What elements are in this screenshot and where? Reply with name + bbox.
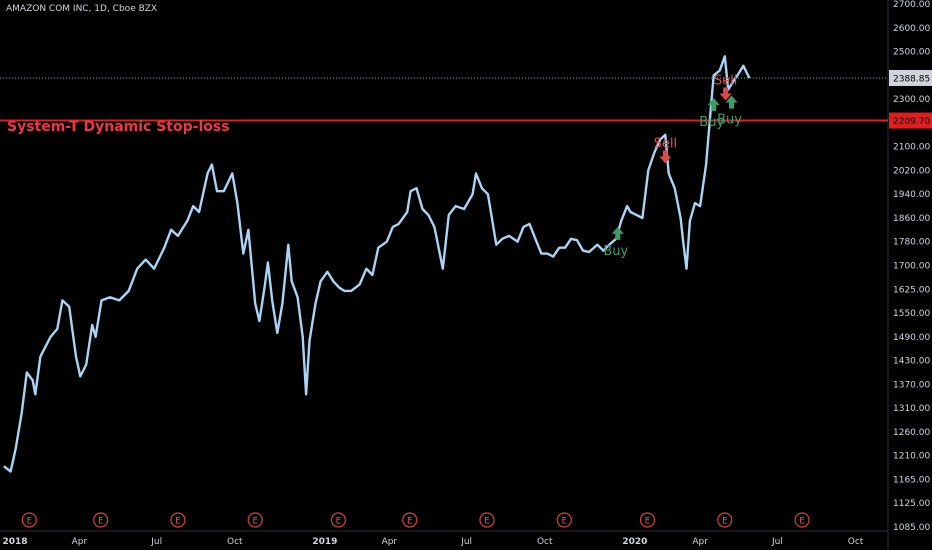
time-axis[interactable]: 2018 Apr Jul Oct 2019 Apr Jul Oct 2020 Apr Jul Oct [2,537,863,547]
y-tick-label: 1860.00 [893,214,930,224]
y-tick-label: 1210.00 [893,452,930,462]
x-tick-label: Oct [227,537,243,547]
symbol-info[interactable]: AMAZON COM INC, 1D, Cboe BZX [6,4,158,14]
price-axis-tags: 2388.85 2209.70 [889,69,932,129]
x-tick-label: 2018 [2,537,27,547]
earnings-marker-label: E [336,517,341,527]
earnings-marker-label: E [27,517,32,527]
y-tick-label: 1430.00 [893,357,930,367]
y-tick-label: 1260.00 [893,428,930,438]
y-tick-label: 1550.00 [893,309,930,319]
x-tick-label: Oct [537,537,553,547]
earnings-marker-label: E [799,517,804,527]
x-tick-label: Apr [72,537,88,547]
earnings-marker [247,512,263,528]
earnings-marker-label: E [562,517,567,527]
earnings-marker [717,512,733,528]
y-tick-label: 2100.00 [893,143,930,153]
x-tick-label: Jul [150,537,162,547]
buy-signal-label: Buy [717,113,742,128]
earnings-marker-label: E [645,517,650,527]
buy-arrow-icon [611,226,624,240]
x-tick-label: Oct [848,537,864,547]
x-tick-label: Jul [460,537,472,547]
y-tick-label: 1085.00 [893,523,930,533]
earnings-marker [794,512,810,528]
trade-signals: Buy Sell Buy Sell Buy [603,74,742,259]
current-price-tag [889,69,932,86]
earnings-marker [556,512,572,528]
x-tick-label: Apr [692,537,708,547]
earnings-marker [330,512,347,528]
x-tick-label: Apr [382,537,398,547]
strategy-label: System-T Dynamic Stop-loss [7,119,230,135]
buy-arrow-icon [725,95,738,109]
x-tick-label: Jul [771,537,783,547]
sell-signal-label: Sell [714,74,737,89]
y-tick-label: 1165.00 [893,475,930,485]
y-tick-label: 2700.00 [893,0,930,10]
earnings-marker [479,512,495,528]
y-tick-label: 1780.00 [893,238,930,248]
y-tick-label: 1940.00 [893,190,930,200]
sell-signal-label: Sell [654,137,677,152]
earnings-marker [93,512,109,528]
y-tick-label: 1625.00 [893,285,930,295]
buy-signal-label: Buy [603,244,628,259]
sell-arrow-icon [719,87,732,101]
x-tick-label: 2020 [622,537,647,547]
x-tick-label: 2019 [312,537,337,547]
price-series-line [3,55,751,473]
buy-signal-label: Buy [699,115,724,130]
earnings-marker-label: E [98,517,103,527]
buy-arrow-icon [707,97,720,111]
current-price-tag-label: 2388.85 [893,74,930,84]
earnings-marker-label: E [407,517,412,527]
y-tick-label: 1700.00 [893,262,930,272]
earnings-marker-label: E [175,517,180,527]
y-tick-label: 2500.00 [893,48,930,58]
earnings-marker-label: E [722,517,727,527]
y-tick-label: 2300.00 [893,95,930,105]
y-tick-label: 1490.00 [893,333,930,343]
stop-loss-tag [889,112,932,129]
earnings-marker-label: E [253,517,258,527]
earnings-marker [170,512,186,528]
earnings-marker [21,512,37,528]
sell-arrow-icon [659,150,672,164]
earnings-marker [402,512,418,528]
y-tick-label: 1125.00 [893,499,930,509]
earnings-marker-label: E [484,517,489,527]
y-tick-label: 2600.00 [893,24,930,34]
stop-loss-tag-label: 2209.70 [893,117,930,127]
y-tick-label: 2020.00 [893,166,930,176]
y-tick-label: 1310.00 [893,404,930,414]
y-tick-label: 1370.00 [893,380,930,390]
earnings-marker [639,512,656,528]
